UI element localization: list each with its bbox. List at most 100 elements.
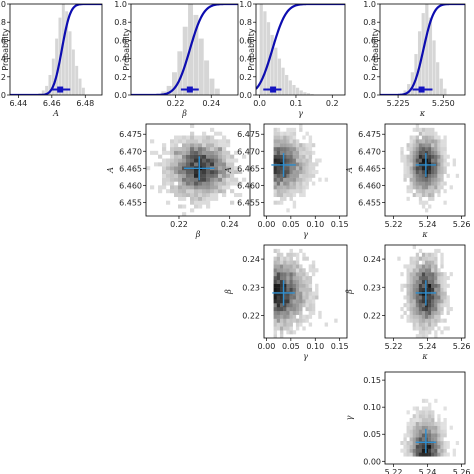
heatmap-cell	[302, 189, 306, 194]
heatmap-cell	[418, 287, 423, 292]
heatmap-cell	[440, 303, 444, 308]
heatmap-cell	[415, 295, 420, 300]
heatmap-cell	[299, 248, 303, 253]
y-tick-label: 0.4	[0, 55, 6, 64]
heatmap-cell	[276, 185, 281, 190]
heatmap-cell	[421, 200, 426, 205]
heatmap-cell	[222, 135, 227, 140]
heatmap-cell	[198, 147, 203, 152]
heatmap-cell	[403, 303, 407, 308]
heatmap-cell	[174, 147, 179, 152]
heatmap-cell	[295, 189, 300, 194]
heatmap-cell	[190, 150, 195, 155]
heatmap-cell	[443, 200, 447, 205]
heatmap-cell	[186, 139, 191, 144]
heatmap-cell	[286, 158, 290, 163]
heatmap-cell	[194, 158, 199, 163]
heatmap-cell	[230, 166, 235, 171]
heatmap-cell	[283, 150, 287, 155]
heatmap-cell	[403, 310, 407, 315]
heatmap-cell	[190, 154, 195, 159]
heatmap-cell	[286, 295, 290, 300]
heatmap-cell	[273, 158, 277, 163]
heatmap-cell	[289, 264, 293, 269]
heatmap-cell	[409, 291, 413, 296]
heatmap-cell	[295, 150, 300, 155]
heatmap-cell	[186, 162, 191, 167]
heatmap-cell	[273, 193, 277, 198]
heatmap-cell	[158, 154, 163, 159]
heatmap-cell	[403, 433, 407, 438]
heatmap-cell	[299, 127, 303, 132]
heatmap-cell	[418, 150, 423, 155]
heatmap-cell	[186, 173, 191, 178]
heatmap-cell	[412, 425, 416, 430]
heatmap-cell	[299, 287, 303, 292]
heatmap-cell	[286, 154, 290, 159]
heatmap-cell	[412, 245, 416, 250]
heatmap-cell	[406, 291, 410, 296]
heatmap-cell	[443, 291, 447, 296]
heatmap-cell	[202, 147, 207, 152]
heatmap-cell	[202, 189, 207, 194]
heatmap-cell	[409, 276, 413, 281]
heatmap-cell	[418, 421, 423, 426]
heatmap-cell	[276, 150, 281, 155]
heatmap-cell	[418, 307, 423, 312]
heatmap-cell	[273, 318, 277, 323]
heatmap-cell	[206, 189, 211, 194]
heatmap-cell	[170, 139, 175, 144]
heatmap-cell	[190, 185, 195, 190]
heatmap-cell	[166, 158, 171, 163]
heatmap-cell	[273, 303, 277, 308]
x-tick-label: 5.26	[453, 342, 471, 351]
heatmap-cell	[415, 444, 420, 449]
heatmap-cell	[273, 334, 277, 338]
heatmap-cell	[292, 154, 297, 159]
histogram-bar	[81, 87, 85, 95]
heatmap-cell	[421, 444, 426, 449]
histogram-bar	[432, 40, 436, 95]
heatmap-cell	[170, 143, 175, 148]
heatmap-cell	[311, 166, 316, 171]
heatmap-cell	[162, 158, 167, 163]
heatmap-cell	[292, 307, 297, 312]
heatmap-cell	[218, 189, 223, 194]
heatmap-cell	[437, 276, 441, 281]
heatmap-cell	[421, 303, 426, 308]
heatmap-cell	[222, 181, 227, 186]
heatmap-cell	[415, 307, 420, 312]
histogram-bar	[166, 85, 172, 95]
heatmap-cell	[418, 334, 423, 338]
heatmap-cell	[283, 272, 287, 277]
heatmap-cell	[273, 314, 277, 319]
heatmap-cell	[425, 279, 429, 284]
heatmap-cell	[198, 189, 203, 194]
heatmap-cell	[273, 154, 277, 159]
heatmap-cell	[289, 318, 293, 323]
heatmap-cell	[434, 425, 438, 430]
heatmap-cell	[202, 177, 207, 182]
heatmap-cell	[409, 173, 413, 178]
heatmap-cell	[434, 177, 438, 182]
heatmap-cell	[425, 268, 429, 273]
heatmap-cell	[230, 158, 235, 163]
heatmap-cell	[202, 200, 207, 205]
heatmap-cell	[425, 131, 429, 136]
heatmap-cell	[409, 135, 413, 140]
heatmap-cell	[283, 173, 287, 178]
heatmap-cell	[406, 276, 410, 281]
heatmap-cell	[412, 437, 416, 442]
heatmap-cell	[403, 158, 407, 163]
heatmap-cell	[286, 139, 290, 144]
y-tick-label: 0.05	[363, 430, 381, 439]
heatmap-cell	[276, 314, 281, 319]
heatmap-cell	[295, 173, 300, 178]
heatmap-cell	[440, 307, 444, 312]
x-tick-label: 5.22	[385, 342, 403, 351]
heatmap-cell	[443, 441, 447, 446]
heatmap-cell	[273, 150, 277, 155]
plot-area	[271, 124, 329, 213]
heatmap-cell	[178, 139, 183, 144]
heatmap-cell	[315, 291, 319, 296]
